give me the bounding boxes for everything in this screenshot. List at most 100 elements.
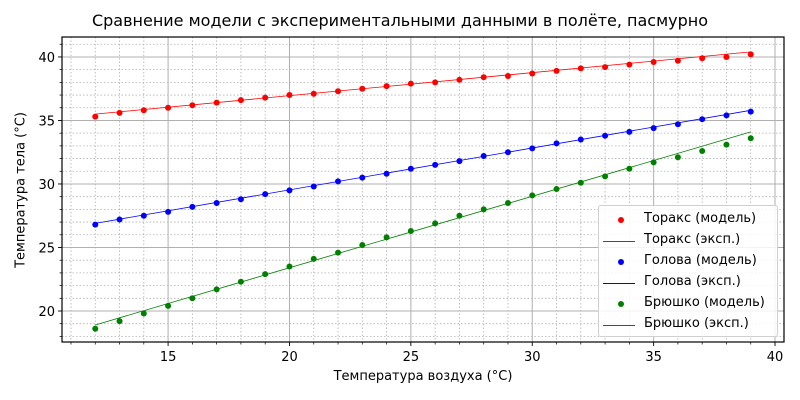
model-data-point [674,154,681,161]
model-data-point [335,88,342,95]
legend-label: Брюшко (модель) [644,295,765,310]
x-tick-label: 30 [524,350,541,365]
legend-item-thorax-exp: Торакс (эксп.) [599,231,777,251]
model-data-point [92,325,99,332]
model-data-point [626,165,633,172]
model-data-point [407,80,414,87]
model-data-point [286,187,293,194]
model-data-point [747,135,754,142]
model-data-point [747,108,754,115]
model-data-point [456,158,463,165]
model-data-point [407,165,414,172]
model-data-point [116,109,123,116]
model-data-point [699,147,706,154]
y-tick-label: 25 [38,241,55,256]
model-data-point [480,206,487,213]
model-data-point [650,159,657,166]
experimental-line [95,131,751,326]
model-data-point [237,278,244,285]
model-data-point [116,318,123,325]
minor-grid [62,37,784,342]
model-data-point [92,221,99,228]
legend-label: Голова (эксп.) [644,274,741,289]
green-dot-marker-icon [618,301,624,307]
green-line-marker-icon [603,325,635,326]
model-data-point [577,65,584,72]
model-data-point [383,83,390,90]
model-data-point [213,200,220,207]
model-data-point [553,140,560,147]
x-tick-label: 25 [403,350,420,365]
model-data-point [456,76,463,83]
y-tick-label: 20 [38,305,55,320]
model-data-point [359,174,366,181]
model-data-point [165,302,172,309]
model-data-point [213,99,220,106]
y-tick-label: 30 [38,178,55,193]
model-data-point [577,179,584,186]
red-line-marker-icon [603,241,635,242]
model-data-point [723,112,730,119]
model-data-point [626,128,633,135]
blue-line-marker-icon [603,283,635,284]
model-data-point [456,212,463,219]
model-data-point [674,121,681,128]
red-dot-marker-icon [618,217,624,223]
model-data-point [262,271,269,278]
legend-item-abdomen-model: Брюшко (модель) [599,294,777,314]
model-data-point [553,67,560,74]
model-data-point [140,107,147,114]
model-data-point [432,220,439,227]
model-data-point [650,125,657,132]
model-data-point [213,286,220,293]
model-data-point [504,72,511,79]
blue-dot-marker-icon [618,259,624,265]
model-data-point [189,295,196,302]
model-data-point [529,70,536,77]
legend: Торакс (модель) Торакс (эксп.) Голова (м… [598,205,778,337]
experimental-line [95,109,751,224]
model-data-point [407,227,414,234]
model-data-point [529,145,536,152]
model-data-point [432,79,439,86]
model-data-point [116,216,123,223]
model-data-point [189,203,196,210]
y-axis-label: Температура тела (°C) [13,112,29,268]
model-data-point [480,74,487,81]
experimental-line [95,51,751,115]
model-data-point [262,191,269,198]
legend-label: Торакс (модель) [644,211,757,226]
model-data-point [237,97,244,104]
model-data-point [723,53,730,60]
x-tick-label: 20 [281,350,298,365]
model-data-point [359,85,366,92]
major-grid [62,37,784,342]
x-tick-label: 40 [767,350,784,365]
y-tick-label: 40 [38,51,55,66]
x-tick-label: 15 [160,350,177,365]
model-data-point [310,255,317,262]
model-data-point [699,55,706,62]
model-data-point [262,94,269,101]
model-data-point [723,141,730,148]
model-data-point [383,170,390,177]
legend-label: Торакс (эксп.) [644,232,741,247]
legend-item-head-model: Голова (модель) [599,252,777,272]
model-data-point [165,208,172,215]
series-layer [92,51,754,332]
x-tick-label: 35 [645,350,662,365]
model-data-point [286,263,293,270]
model-data-point [504,200,511,207]
legend-item-head-exp: Голова (эксп.) [599,273,777,293]
legend-item-thorax-model: Торакс (модель) [599,210,777,230]
model-data-point [602,173,609,180]
model-data-point [92,113,99,120]
model-data-point [626,61,633,68]
model-data-point [553,186,560,193]
model-data-point [504,149,511,156]
model-data-point [140,212,147,219]
chart-title: Сравнение модели с экспериментальными да… [91,11,709,30]
model-data-point [189,102,196,109]
model-data-point [335,178,342,185]
